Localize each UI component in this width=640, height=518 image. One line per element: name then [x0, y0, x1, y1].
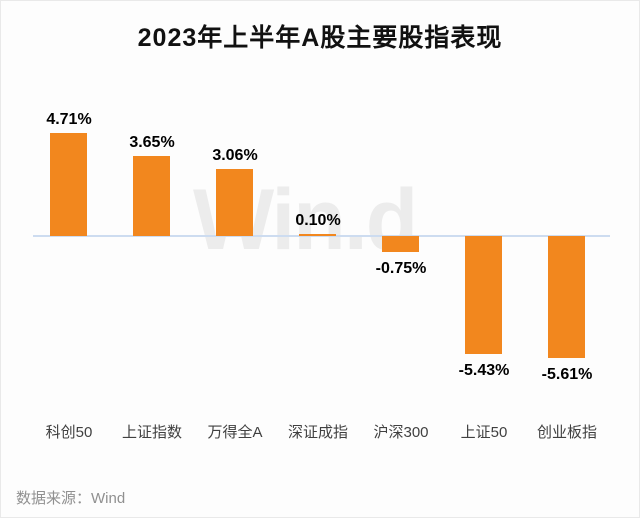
bar	[465, 236, 502, 354]
bar	[216, 169, 253, 236]
bar-value-label: 3.65%	[129, 134, 175, 151]
data-source-label: 数据来源：Wind	[16, 490, 126, 507]
bar	[382, 236, 419, 252]
bar-value-label: -5.43%	[458, 362, 510, 379]
chart-title: 2023年上半年A股主要股指表现	[137, 24, 503, 52]
bar	[548, 236, 585, 358]
bar	[133, 156, 170, 236]
category-label: 沪深300	[373, 424, 429, 441]
bar	[299, 234, 336, 236]
bar	[50, 133, 87, 236]
bar-value-label: 0.10%	[295, 212, 341, 229]
bar-value-label: 4.71%	[46, 111, 92, 128]
category-label: 深证成指	[287, 424, 349, 441]
category-label: 上证50	[460, 424, 508, 441]
zero-axis-line	[33, 235, 610, 237]
category-label: 科创50	[45, 424, 93, 441]
bar-value-label: -5.61%	[541, 366, 593, 383]
category-label: 万得全A	[207, 424, 263, 441]
category-label: 上证指数	[121, 424, 183, 441]
category-label: 创业板指	[536, 424, 598, 441]
bar-value-label: -0.75%	[375, 260, 427, 277]
bar-value-label: 3.06%	[212, 147, 258, 164]
